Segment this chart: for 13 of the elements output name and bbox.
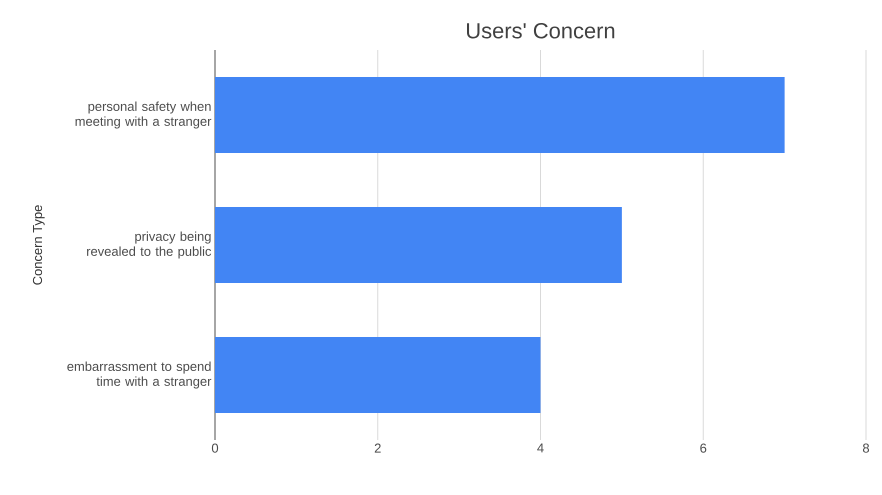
chart-title: Users' Concern — [467, 22, 614, 39]
bar — [215, 337, 540, 413]
y-tick-label: privacy being revealed to the public — [87, 231, 212, 259]
x-tick-label: 8 — [862, 444, 870, 453]
x-tick-label: 2 — [374, 444, 381, 453]
x-tick-label: 0 — [212, 444, 218, 453]
x-tick-label: 4 — [537, 444, 544, 452]
y-tick-label: embarrassment to spend time with a stranger — [67, 361, 212, 389]
bar — [215, 76, 785, 153]
y-tick-label: personal safety when meeting with a stranger — [76, 101, 212, 129]
bar — [215, 206, 622, 283]
x-tick-label: 6 — [700, 444, 706, 453]
y-axis-title: Concern Type — [32, 205, 45, 285]
